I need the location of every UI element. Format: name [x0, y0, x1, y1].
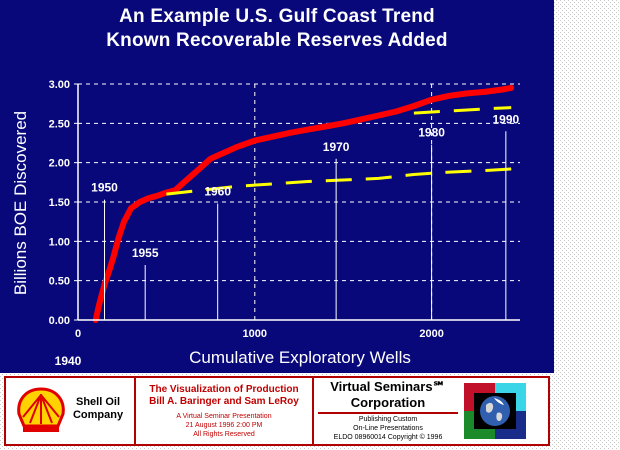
vs-company-type: Corporation — [350, 395, 426, 410]
chart-panel — [0, 0, 554, 373]
vs-divider — [318, 412, 458, 414]
vs-company-name: Virtual Seminars℠ — [330, 379, 446, 394]
seminar-note: A Virtual Seminar Presentation — [176, 413, 272, 420]
annotation-layer: 1950 1955 1960 1970 1980 1990 — [91, 112, 520, 320]
x-tick-label: 1000 — [243, 328, 267, 340]
grid-lines — [78, 83, 520, 320]
company-line-2: Company — [72, 409, 124, 421]
x-tick-label: 0 — [75, 328, 81, 340]
company-line-1: Shell Oil — [75, 396, 120, 408]
chart-subtitle: Known Recoverable Reserves Added — [106, 30, 448, 51]
x-tick-label: 2000 — [419, 328, 443, 340]
x-axis-label: Cumulative Exploratory Wells — [189, 348, 411, 367]
y-tick-label: 1.50 — [49, 197, 70, 209]
annotation-label: 1955 — [132, 246, 159, 260]
annotation-label: 1980 — [418, 126, 445, 140]
chart-title: An Example U.S. Gulf Coast Trend — [119, 6, 435, 27]
y-tick-label: 0.00 — [49, 315, 70, 327]
footer-banner: Shell Oil Company The Visualization of P… — [4, 376, 550, 446]
y-axis-label: Billions BOE Discovered — [11, 111, 30, 295]
shell-cell: Shell Oil Company — [6, 378, 136, 444]
vs-tagline-1: Publishing Custom — [358, 416, 418, 423]
presentation-title: The Visualization of Production — [149, 384, 299, 395]
virtual-seminars-cell: Virtual Seminars℠ Corporation Publishing… — [314, 378, 462, 444]
y-tick-label: 3.00 — [49, 79, 70, 91]
chart-plot: 1950 1955 1960 1970 1980 1990 0.00 0.50 1.00 1.5… — [11, 79, 520, 368]
annotation-label: 1970 — [323, 140, 350, 154]
globe-logo-icon — [464, 383, 526, 439]
annotation-label: 1990 — [493, 112, 520, 126]
axes: 0.00 0.50 1.00 1.50 2.00 2.50 3.00 0 1000 2000 — [49, 79, 520, 340]
shell-company-name: Shell Oil Company — [68, 396, 128, 422]
rights-note: All Rights Reserved — [193, 431, 255, 438]
shell-logo-icon — [17, 387, 65, 432]
annotation-label: 1960 — [204, 185, 231, 199]
vs-copyright: ELDO 08960014 Copyright © 1996 — [333, 434, 443, 441]
y-tick-label: 0.50 — [49, 276, 70, 288]
series-line-0 — [92, 84, 515, 323]
y-tick-label: 1.00 — [49, 236, 70, 248]
x-origin-label: 1940 — [55, 354, 82, 368]
annotation-label: 1950 — [91, 181, 118, 195]
logo-cell — [462, 378, 548, 444]
vs-tagline-2: On-Line Presentations — [353, 425, 423, 432]
presenters: Bill A. Baringer and Sam LeRoy — [149, 396, 299, 407]
series-layer — [92, 84, 515, 323]
y-tick-label: 2.00 — [49, 158, 70, 170]
y-tick-label: 2.50 — [49, 118, 70, 130]
production-cell: The Visualization of Production Bill A. … — [136, 378, 314, 444]
seminar-date: 21 August 1996 2:00 PM — [185, 422, 263, 429]
